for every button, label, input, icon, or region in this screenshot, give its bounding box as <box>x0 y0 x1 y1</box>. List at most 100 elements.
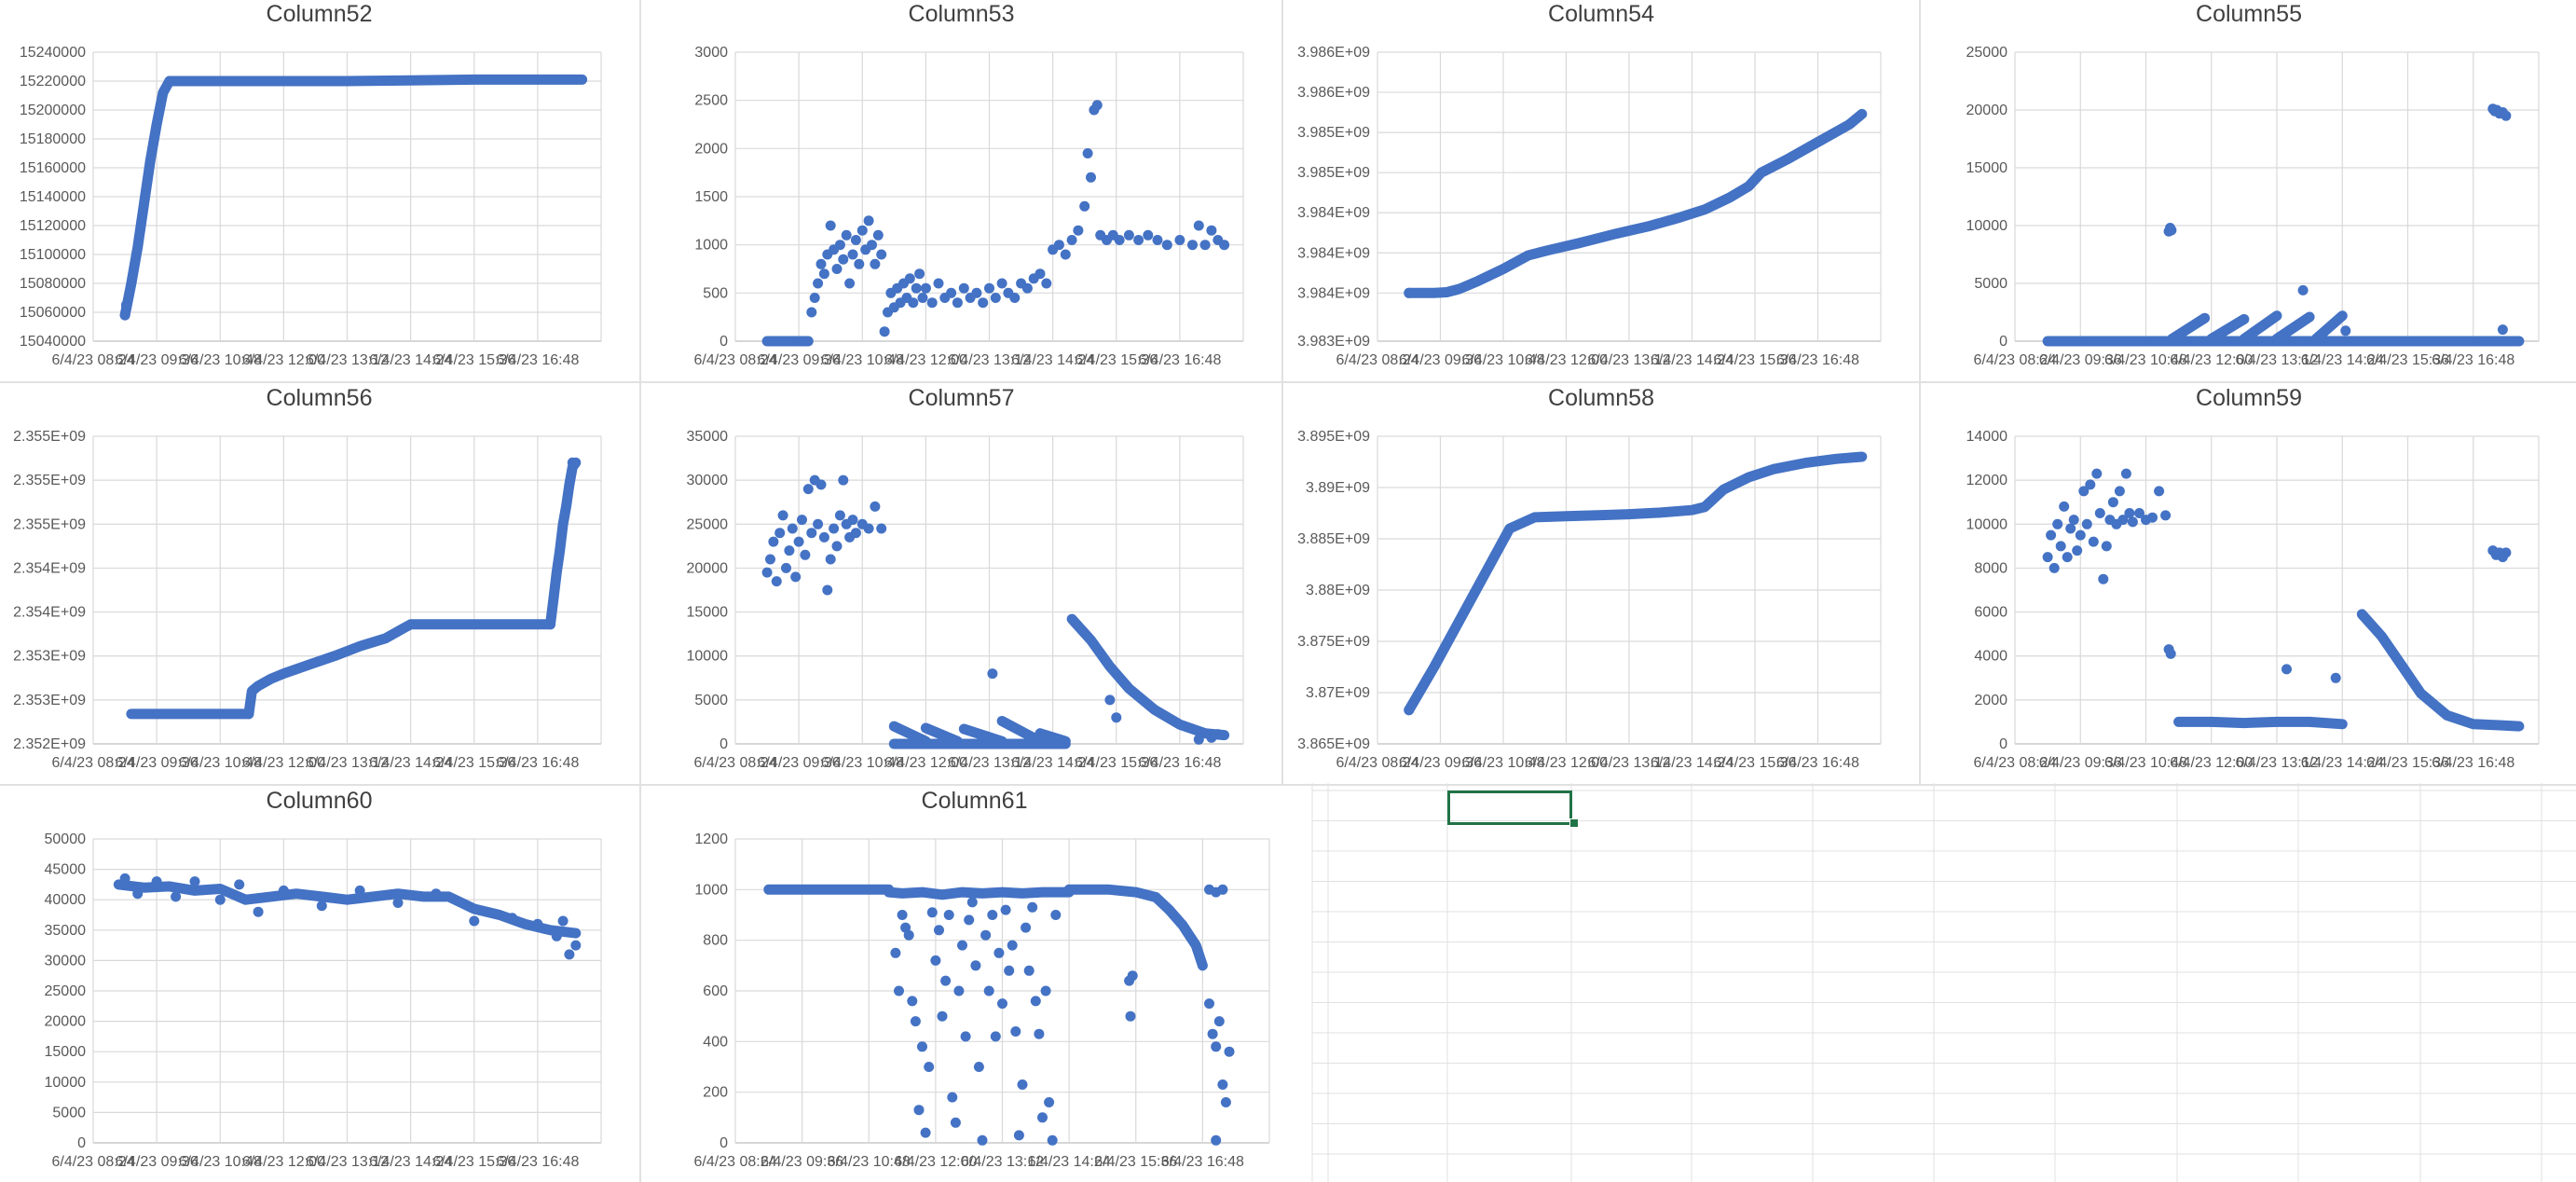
y-tick-label: 20000 <box>45 1014 87 1030</box>
chart-plot: 2.352E+09 2.353E+09 2.353E+09 2.354E+09 2.35… <box>13 429 602 771</box>
x-tick-label: 6/4/23 13:12 <box>306 755 389 771</box>
x-tick-label: 6/4/23 15:36 <box>2366 755 2449 771</box>
x-tick-label: 6/4/23 14:24 <box>1651 755 1733 771</box>
data-point <box>879 326 890 337</box>
y-tick-label: 400 <box>703 1034 728 1050</box>
y-tick-label: 3.985E+09 <box>1297 125 1370 141</box>
data-series-run <box>1035 728 1071 747</box>
y-tick-label: 2000 <box>1974 693 2007 708</box>
data-point <box>946 287 957 298</box>
data-point <box>908 297 919 309</box>
data-point <box>1193 734 1204 745</box>
y-tick-label: 2500 <box>694 93 728 109</box>
y-tick-label: 30000 <box>687 473 729 488</box>
data-point <box>987 668 998 680</box>
y-tick-label: 10000 <box>687 649 729 665</box>
x-tick-label: 6/4/23 08:24 <box>1974 352 2057 368</box>
data-series-run <box>884 886 1075 900</box>
data-point <box>809 293 820 303</box>
chart-column60[interactable]: Column60 0 5000 10000 15000 20000 25000 30000 3… <box>0 787 638 1182</box>
chart-column61[interactable]: Column61 0 200 400 600 800 1000 1200 6/4/23 08:… <box>642 787 1307 1182</box>
data-point <box>870 258 881 269</box>
fill-handle[interactable] <box>1569 818 1579 828</box>
x-tick-label: 6/4/23 10:48 <box>821 755 904 771</box>
data-point <box>990 293 1001 303</box>
data-point <box>120 299 131 310</box>
y-tick-label: 15080000 <box>20 276 86 292</box>
data-point <box>1187 240 1198 251</box>
data-point <box>997 998 1007 1010</box>
data-point <box>1035 268 1046 280</box>
y-tick-label: 1500 <box>694 189 728 205</box>
active-cell-selection[interactable] <box>1447 790 1572 825</box>
x-tick-label: 6/4/23 16:48 <box>1776 352 1859 368</box>
y-tick-label: 3.885E+09 <box>1297 531 1370 547</box>
data-series-run <box>545 457 582 630</box>
chart-column55[interactable]: Column55 0 5000 10000 15000 20000 25000 6/4/23… <box>1922 0 2576 380</box>
data-point <box>863 523 874 534</box>
data-point <box>838 254 849 265</box>
x-tick-label: 6/4/23 09:36 <box>760 1154 843 1170</box>
data-point <box>316 900 327 912</box>
x-tick-label: 6/4/23 13:12 <box>961 1154 1044 1170</box>
data-point <box>964 914 975 926</box>
data-point <box>765 554 775 565</box>
data-point <box>2281 664 2292 675</box>
data-series-run <box>164 74 588 87</box>
y-tick-label: 2.354E+09 <box>13 605 86 621</box>
data-point <box>850 235 861 245</box>
y-tick-label: 3.895E+09 <box>1297 429 1370 445</box>
y-tick-label: 0 <box>719 334 728 350</box>
x-tick-label: 6/4/23 15:36 <box>1075 755 1158 771</box>
data-point <box>806 528 817 539</box>
data-point <box>2075 529 2086 541</box>
chart-column59[interactable]: Column59 0 2000 4000 6000 8000 10000 12000 1400… <box>1922 384 2576 783</box>
data-point <box>917 293 928 303</box>
x-tick-label: 6/4/23 16:48 <box>1138 755 1221 771</box>
data-point <box>1217 884 1228 895</box>
x-tick-label: 6/4/23 15:36 <box>1075 352 1158 368</box>
y-tick-label: 2000 <box>694 141 728 157</box>
y-tick-label: 2.353E+09 <box>13 649 86 665</box>
data-point <box>947 1092 958 1103</box>
data-point <box>2068 515 2079 526</box>
x-tick-label: 6/4/23 10:48 <box>1462 352 1545 368</box>
x-tick-label: 6/4/23 09:36 <box>2039 755 2122 771</box>
data-point <box>793 536 804 547</box>
data-point <box>978 297 989 309</box>
chart-title: Column54 <box>1548 1 1654 27</box>
data-point <box>863 215 874 227</box>
data-point <box>815 258 827 269</box>
data-point <box>132 888 144 900</box>
data-point <box>897 910 908 920</box>
chart-column52[interactable]: Column52 15040000 15060000 15080000 1510000… <box>0 0 638 380</box>
y-tick-label: 15000 <box>687 605 729 621</box>
data-point <box>1066 235 1077 245</box>
data-series-run <box>2206 313 2250 344</box>
chart-column57[interactable]: Column57 0 5000 10000 15000 20000 25000 30000 3… <box>642 384 1281 783</box>
chart-title: Column55 <box>2196 1 2302 27</box>
data-point <box>958 282 969 294</box>
data-point <box>1027 901 1038 913</box>
data-point <box>507 913 518 924</box>
chart-title: Column56 <box>266 385 373 411</box>
y-tick-label: 15140000 <box>20 189 86 205</box>
chart-column53[interactable]: Column53 0 500 1000 1500 2000 2500 3000 6/4/23 … <box>642 0 1281 380</box>
x-tick-label: 6/4/23 16:48 <box>1161 1154 1244 1170</box>
y-tick-label: 600 <box>703 983 728 999</box>
x-tick-label: 6/4/23 08:24 <box>52 755 135 771</box>
x-tick-label: 6/4/23 14:24 <box>1028 1154 1111 1170</box>
data-point <box>771 576 782 587</box>
x-tick-label: 6/4/23 14:24 <box>369 1154 452 1170</box>
x-tick-label: 6/4/23 10:48 <box>179 755 262 771</box>
data-point <box>913 1105 925 1116</box>
data-point <box>1004 965 1015 976</box>
data-point <box>940 975 952 986</box>
chart-column58[interactable]: Column58 3.865E+09 3.87E+09 3.875E+09 3.88E… <box>1284 384 1918 783</box>
x-tick-label: 6/4/23 14:24 <box>1011 755 1094 771</box>
y-tick-label: 5000 <box>52 1105 86 1120</box>
chart-plot: 15040000 15060000 15080000 15100000 15120000… <box>20 45 602 368</box>
chart-column56[interactable]: Column56 2.352E+09 2.353E+09 2.353E+09 2.35… <box>0 384 638 783</box>
chart-column54[interactable]: Column54 3.983E+09 3.984E+09 3.984E+09 3.98… <box>1284 0 1918 380</box>
